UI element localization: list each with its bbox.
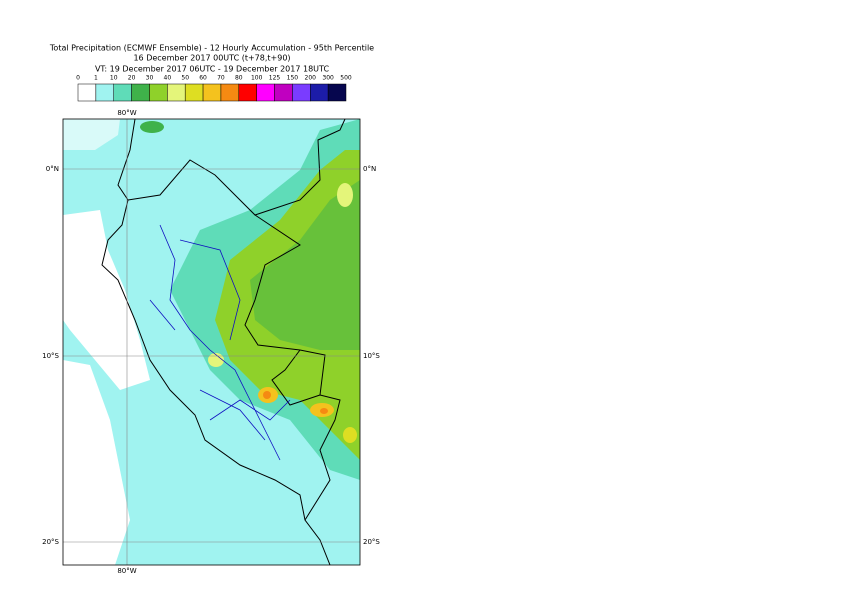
lat-label: 0°N xyxy=(46,165,59,173)
map: 80°W 80°W 0°N 0°N 10°S 10°S 20°S 20°S xyxy=(42,109,380,575)
legend-label: 60 xyxy=(199,75,207,82)
legend-swatch xyxy=(131,83,150,102)
lon-label: 80°W xyxy=(117,109,136,117)
legend-label: 70 xyxy=(217,75,225,82)
legend-label: 125 xyxy=(269,75,281,82)
legend-label: 50 xyxy=(181,75,189,82)
legend-swatch xyxy=(149,83,168,102)
legend-swatch xyxy=(77,83,97,102)
legend-label: 200 xyxy=(305,75,317,82)
heavy-area xyxy=(337,183,353,207)
legend-swatch xyxy=(256,83,275,102)
legend-swatch xyxy=(292,83,311,102)
legend-label: 300 xyxy=(322,75,334,82)
lat-label: 0°N xyxy=(363,165,376,173)
heavy-area xyxy=(320,408,328,414)
lat-label: 20°S xyxy=(42,538,59,546)
legend-label: 10 xyxy=(110,75,118,82)
legend-swatch xyxy=(95,83,114,102)
title-line: Total Precipitation (ECMWF Ensemble) - 1… xyxy=(49,44,374,53)
legend-swatch xyxy=(274,83,293,102)
legend-label: 500 xyxy=(340,75,352,82)
lon-label: 80°W xyxy=(117,567,136,575)
coastline xyxy=(101,119,331,565)
legend-swatch xyxy=(113,83,132,102)
legend-swatch xyxy=(327,83,347,102)
dry-area xyxy=(63,360,130,565)
legend-swatch xyxy=(184,83,204,102)
lat-label: 10°S xyxy=(363,352,380,360)
title-line: 16 December 2017 00UTC (t+78,t+90) xyxy=(133,54,290,63)
legend-swatch xyxy=(167,83,186,102)
legend-swatch xyxy=(202,83,222,102)
map-frame xyxy=(62,118,361,566)
legend-label: 20 xyxy=(128,75,136,82)
lat-label: 20°S xyxy=(363,538,380,546)
legend-swatch xyxy=(310,83,329,102)
lat-label: 10°S xyxy=(42,352,59,360)
legend-label: 150 xyxy=(287,75,299,82)
region-border xyxy=(149,224,291,461)
legend-swatch xyxy=(238,83,257,102)
legend-label: 80 xyxy=(235,75,243,82)
legend-label: 40 xyxy=(164,75,172,82)
legend: 0 1 10 20 30 40 50 60 70 80 100 125 150 200 300 500 xyxy=(76,75,352,102)
dry-area xyxy=(63,210,150,390)
heavy-area xyxy=(208,353,224,367)
wet-area xyxy=(250,180,360,350)
legend-label: 30 xyxy=(146,75,154,82)
legend-label: 0 xyxy=(76,75,80,82)
title-line: VT: 19 December 2017 06UTC - 19 December… xyxy=(95,65,329,74)
dry-area xyxy=(63,119,120,150)
border xyxy=(127,119,346,521)
heavy-area xyxy=(343,427,357,443)
heavy-area xyxy=(263,391,271,399)
legend-label: 100 xyxy=(251,75,263,82)
legend-swatch xyxy=(220,83,240,102)
legend-label: 1 xyxy=(94,75,98,82)
wet-area xyxy=(140,121,164,133)
